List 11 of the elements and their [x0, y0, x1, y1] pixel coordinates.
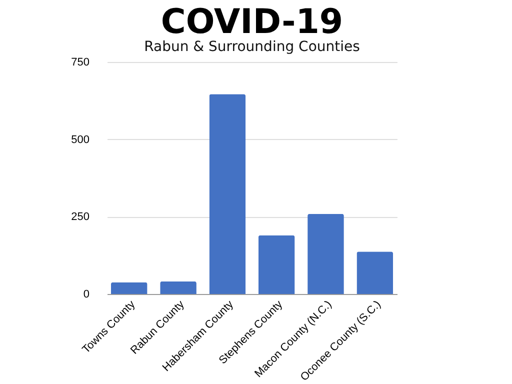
bar	[110, 282, 148, 294]
y-tick-label: 0	[83, 288, 90, 300]
bar	[160, 281, 196, 294]
y-tick-label: 750	[71, 56, 90, 68]
bar	[209, 94, 246, 294]
chart-subtitle: Rabun & Surrounding Counties	[144, 39, 360, 55]
y-tick-label: 250	[71, 211, 90, 224]
bar	[356, 252, 394, 294]
bar	[308, 214, 344, 294]
bar	[258, 235, 295, 294]
y-tick-label: 500	[71, 134, 90, 146]
